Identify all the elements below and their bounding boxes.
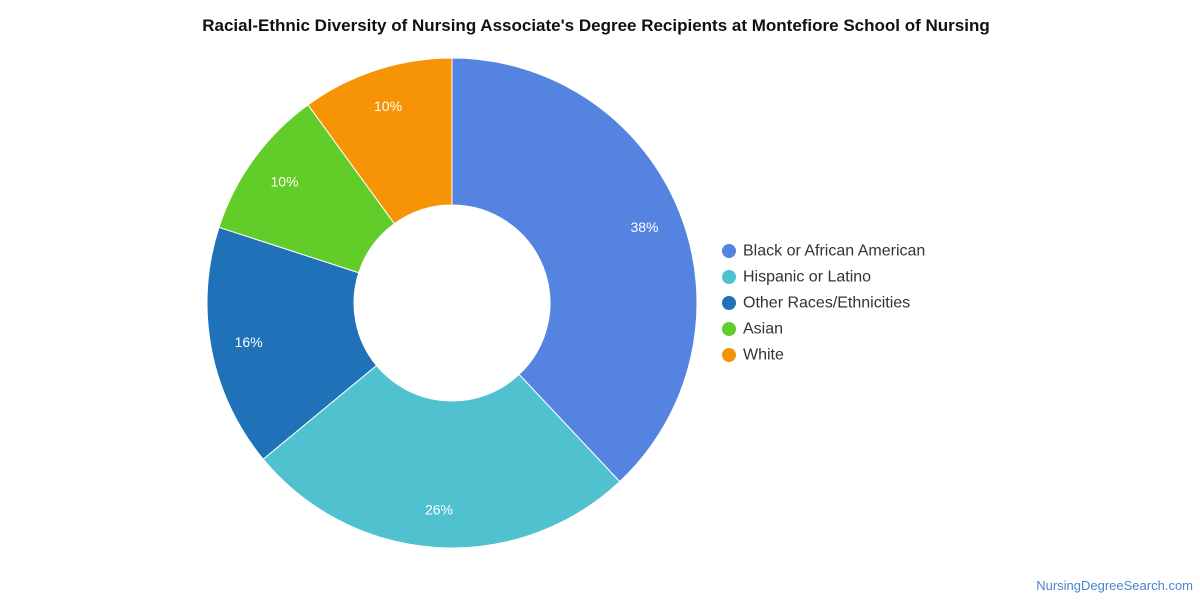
slice-label-hispanic-or-latino: 26% bbox=[425, 502, 453, 518]
legend-label-hispanic-or-latino: Hispanic or Latino bbox=[743, 269, 871, 286]
slice-white[interactable] bbox=[307, 57, 453, 225]
slice-label-black-or-african-american: 38% bbox=[630, 219, 658, 235]
legend-swatch-black-or-african-american bbox=[722, 244, 736, 258]
slice-hispanic-or-latino[interactable] bbox=[262, 364, 621, 549]
legend-item-asian[interactable]: Asian bbox=[722, 321, 783, 338]
slice-label-white: 10% bbox=[374, 98, 402, 114]
source-link[interactable]: NursingDegreeSearch.com bbox=[1036, 578, 1193, 593]
legend-label-asian: Asian bbox=[743, 321, 783, 338]
slice-label-asian: 10% bbox=[271, 173, 299, 189]
slices-group bbox=[206, 57, 698, 549]
legend-label-black-or-african-american: Black or African American bbox=[743, 243, 925, 260]
legend-swatch-other-races-ethnicities bbox=[722, 296, 736, 310]
legend-item-white[interactable]: White bbox=[722, 347, 784, 364]
slice-other-races-ethnicities[interactable] bbox=[206, 226, 378, 460]
slice-label-other-races-ethnicities: 16% bbox=[235, 334, 263, 350]
legend-swatch-hispanic-or-latino bbox=[722, 270, 736, 284]
legend-item-hispanic-or-latino[interactable]: Hispanic or Latino bbox=[722, 269, 871, 286]
legend: Black or African American Hispanic or Lat… bbox=[722, 243, 925, 364]
legend-label-white: White bbox=[743, 347, 784, 364]
legend-swatch-white bbox=[722, 348, 736, 362]
legend-item-other-races-ethnicities[interactable]: Other Races/Ethnicities bbox=[722, 295, 910, 312]
legend-label-other-races-ethnicities: Other Races/Ethnicities bbox=[743, 295, 910, 312]
chart-title: Racial-Ethnic Diversity of Nursing Assoc… bbox=[202, 16, 990, 35]
slice-black-or-african-american[interactable] bbox=[451, 57, 698, 483]
legend-swatch-asian bbox=[722, 322, 736, 336]
slice-labels-group: 38% 26% 16% 10% 10% bbox=[235, 98, 659, 517]
legend-item-black-or-african-american[interactable]: Black or African American bbox=[722, 243, 925, 260]
